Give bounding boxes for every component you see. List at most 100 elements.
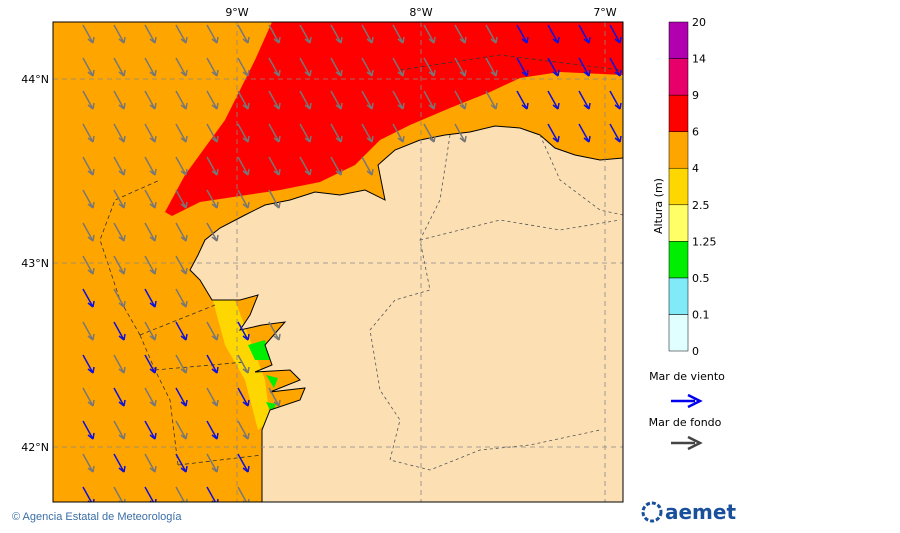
wave-arrow <box>578 57 591 77</box>
wave-arrow <box>237 156 250 176</box>
wave-arrow <box>82 24 95 44</box>
wave-arrow <box>330 156 343 176</box>
wave-arrow <box>361 123 374 143</box>
wave-arrow <box>82 453 95 473</box>
wave-arrow <box>144 24 157 44</box>
map-frame <box>52 21 624 503</box>
wave-arrow <box>330 57 343 77</box>
wave-arrow <box>361 24 374 44</box>
wave-arrow <box>82 321 95 341</box>
wave-arrow <box>392 57 405 77</box>
colorbar-label: 0.1 <box>692 308 710 321</box>
wave-arrow <box>175 354 188 374</box>
wave-arrow <box>113 189 126 209</box>
wave-arrow <box>175 255 188 275</box>
colorbar-segment <box>668 167 689 206</box>
wave-arrow <box>144 222 157 242</box>
wave-arrow <box>82 288 95 308</box>
wave-arrow <box>175 24 188 44</box>
wave-arrow <box>175 189 188 209</box>
colorbar-label: 0.5 <box>692 272 710 285</box>
wave-arrow <box>454 123 467 143</box>
wave-arrow <box>175 321 188 341</box>
wave-arrow <box>423 24 436 44</box>
wave-arrow <box>206 156 219 176</box>
wave-arrow <box>113 420 126 440</box>
wave-arrow <box>206 123 219 143</box>
wave-arrow <box>206 387 219 407</box>
wave-arrow <box>392 123 405 143</box>
wave-arrow <box>268 90 281 110</box>
wave-arrow <box>454 90 467 110</box>
lat-label: 42°N <box>21 441 49 454</box>
map <box>53 22 623 502</box>
wave-arrow <box>113 57 126 77</box>
wave-arrow <box>144 321 157 341</box>
colorbar-segment <box>668 277 689 315</box>
wave-arrow <box>144 420 157 440</box>
wave-arrow <box>268 189 281 209</box>
wave-arrow <box>175 288 188 308</box>
wave-arrow <box>330 90 343 110</box>
wave-arrow <box>144 57 157 77</box>
colorbar-label: 0 <box>692 345 699 358</box>
wave-arrow <box>113 156 126 176</box>
colorbar-label: 1.25 <box>692 235 717 248</box>
wave-arrow <box>113 321 126 341</box>
credit: © Agencia Estatal de Meteorología <box>12 511 182 523</box>
wave-arrow <box>82 387 95 407</box>
wave-arrow <box>113 354 126 374</box>
wave-arrow <box>516 24 529 44</box>
wave-arrow <box>113 90 126 110</box>
colorbar-label: 2.5 <box>692 199 710 212</box>
boundaries <box>99 54 621 466</box>
green-zone <box>248 340 278 414</box>
wave-arrow <box>175 453 188 473</box>
wave-arrow <box>423 90 436 110</box>
wave-arrow <box>237 420 250 440</box>
wind-arrow <box>671 393 703 409</box>
wave-arrow <box>268 321 281 341</box>
wave-arrow <box>609 57 622 77</box>
legend-label: Mar de viento <box>649 370 725 383</box>
wave-arrow <box>547 123 560 143</box>
colorbar-label: 14 <box>692 53 706 66</box>
colorbar: 0 0.1 0.5 1.25 2.5 4 6 9 14 20 <box>668 16 717 358</box>
wave-arrow <box>82 90 95 110</box>
wave-arrow <box>454 24 467 44</box>
lon-label: 9°W <box>225 6 248 19</box>
wave-arrow <box>82 57 95 77</box>
wave-arrow <box>268 57 281 77</box>
lon-label: 8°W <box>409 6 432 19</box>
lat-label: 44°N <box>21 73 49 86</box>
graticule <box>53 22 623 502</box>
wave-arrow <box>175 57 188 77</box>
wave-arrow <box>144 156 157 176</box>
wave-arrow <box>175 123 188 143</box>
wave-arrow <box>237 387 250 407</box>
wave-arrow <box>609 123 622 143</box>
wave-arrow <box>237 90 250 110</box>
wave-arrow <box>144 90 157 110</box>
wave-arrow <box>454 57 467 77</box>
wave-arrow <box>578 123 591 143</box>
wave-arrow <box>206 57 219 77</box>
wave-arrow <box>609 24 622 44</box>
wave-arrow <box>299 123 312 143</box>
colorbar-label: 20 <box>692 16 706 29</box>
wave-arrow <box>485 90 498 110</box>
wave-arrow <box>113 222 126 242</box>
wave-arrow <box>237 24 250 44</box>
wave-arrow <box>82 156 95 176</box>
colorbar-label: 6 <box>692 126 699 139</box>
wave-arrow <box>206 222 219 242</box>
colorbar-title: Altura (m) <box>652 178 665 234</box>
wave-arrow <box>609 90 622 110</box>
wave-arrow <box>206 354 219 374</box>
colorbar-label: 4 <box>692 162 699 175</box>
wave-arrow <box>82 189 95 209</box>
wave-arrow <box>485 24 498 44</box>
legend-label: Mar de fondo <box>649 416 722 429</box>
wave-arrow <box>82 420 95 440</box>
